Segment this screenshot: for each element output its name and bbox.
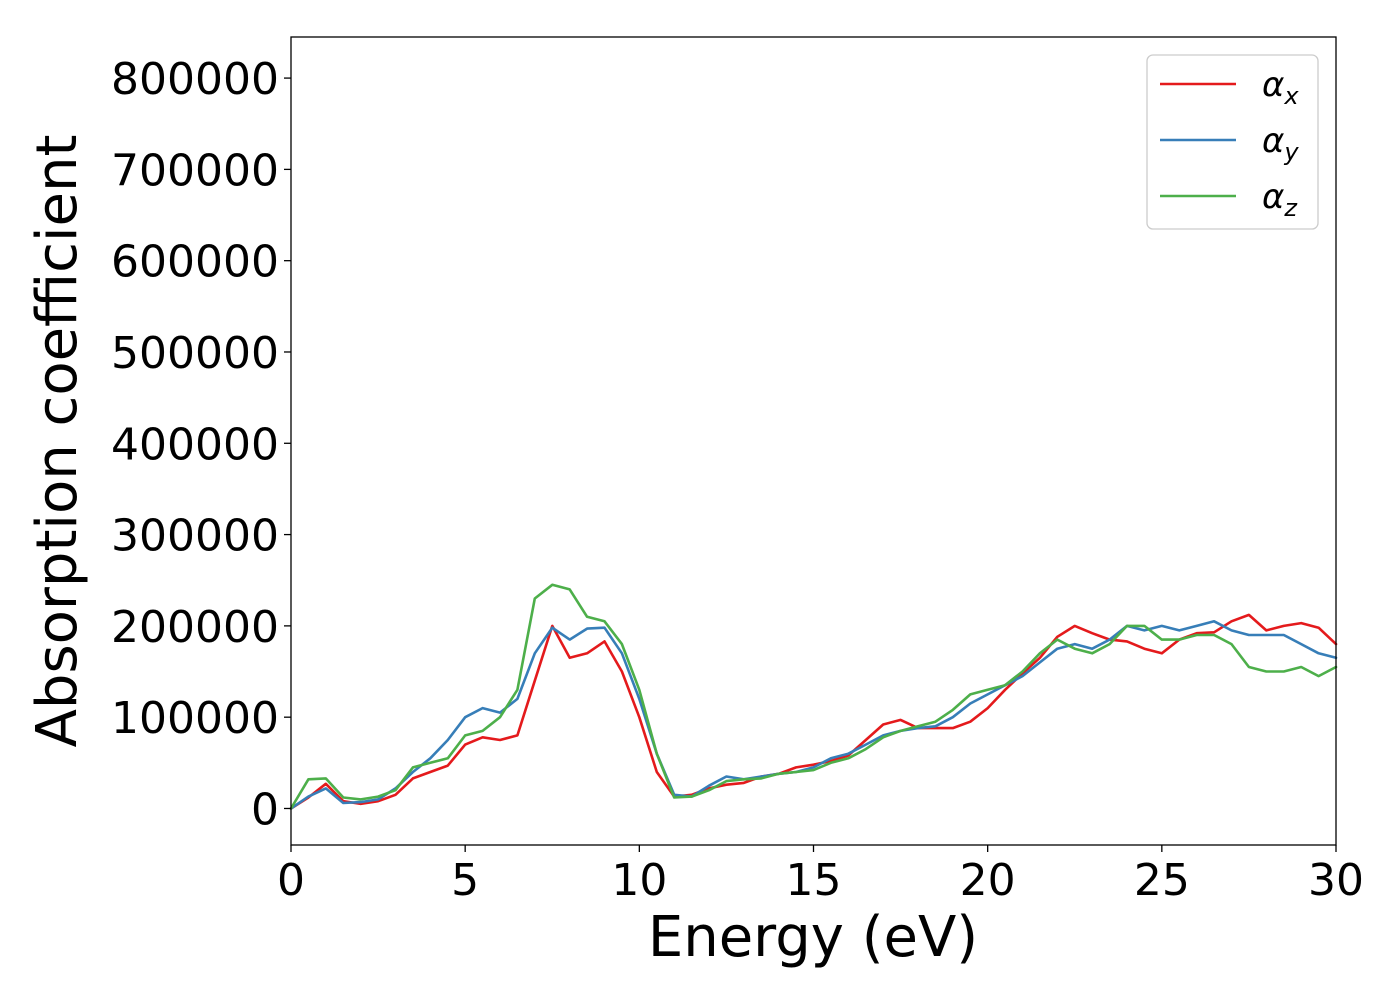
y-axis: 0 100000 200000 300000 400000 500000 600000 700… <box>111 54 291 835</box>
y-tick-label: 800000 <box>111 54 279 105</box>
legend-label-y: αy <box>1262 121 1299 166</box>
x-axis-title: Energy (eV) <box>648 905 978 970</box>
x-tick-label: 0 <box>277 855 305 906</box>
legend-box <box>1146 54 1319 230</box>
y-tick-label: 400000 <box>111 419 279 470</box>
legend-label-x: αx <box>1262 65 1299 110</box>
series-line-y <box>289 619 1338 810</box>
y-tick-label: 200000 <box>111 602 279 653</box>
series-layer <box>289 583 1338 810</box>
legend-symbol: α <box>1262 177 1284 217</box>
series-line-z <box>289 583 1338 810</box>
y-tick-label: 300000 <box>111 511 279 562</box>
x-axis: 0 5 10 15 20 25 30 <box>277 845 1364 906</box>
x-tick-label: 15 <box>786 855 842 906</box>
x-tick-label: 30 <box>1308 855 1364 906</box>
legend-subscript: x <box>1283 82 1299 110</box>
x-tick-label: 20 <box>960 855 1016 906</box>
y-tick-label: 500000 <box>111 328 279 379</box>
y-tick-label: 100000 <box>111 693 279 744</box>
legend-symbol: α <box>1262 65 1284 105</box>
x-tick-label: 5 <box>451 855 479 906</box>
y-tick-label: 600000 <box>111 237 279 288</box>
x-tick-label: 25 <box>1134 855 1190 906</box>
series-line-x <box>289 613 1338 810</box>
legend-label-z: αz <box>1262 177 1298 222</box>
x-tick-label: 10 <box>611 855 667 906</box>
legend-symbol: α <box>1262 121 1284 161</box>
legend-subscript: z <box>1283 194 1298 222</box>
legend-subscript: y <box>1283 138 1299 166</box>
y-tick-label: 700000 <box>111 145 279 196</box>
y-tick-label: 0 <box>251 784 279 835</box>
y-axis-title: Absorption coefficient <box>25 135 90 748</box>
